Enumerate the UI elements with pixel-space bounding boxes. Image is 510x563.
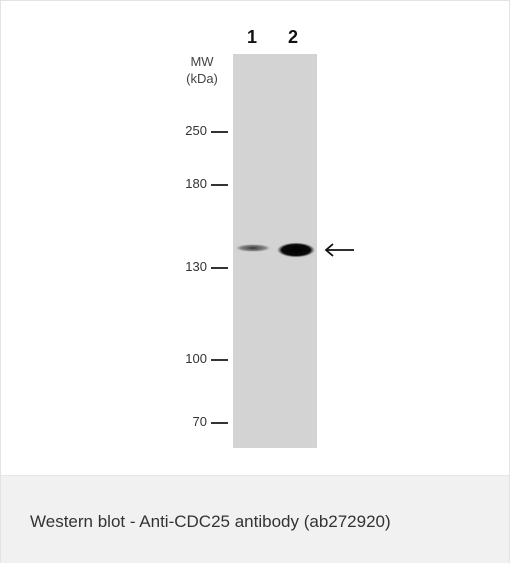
marker-tick xyxy=(211,131,228,133)
band-lane-1 xyxy=(235,244,271,252)
mw-title-line1: MW xyxy=(190,54,214,69)
marker-100: 100 xyxy=(161,351,231,367)
marker-tick xyxy=(211,267,228,269)
marker-tick xyxy=(211,359,228,361)
marker-label: 100 xyxy=(185,351,207,366)
lane-label-2: 2 xyxy=(288,27,299,47)
marker-tick xyxy=(211,184,228,186)
marker-130: 130 xyxy=(161,259,231,275)
marker-label: 70 xyxy=(192,414,207,429)
caption-area: Western blot - Anti-CDC25 antibody (ab27… xyxy=(1,475,509,563)
marker-label: 250 xyxy=(185,123,207,138)
marker-180: 180 xyxy=(161,176,231,192)
western-blot-figure[interactable]: MW (kDa) 1 2 250 180 130 100 70 xyxy=(1,1,509,474)
gel-bands xyxy=(235,242,315,258)
figure-caption: Western blot - Anti-CDC25 antibody (ab27… xyxy=(30,512,391,531)
lane-label-1: 1 xyxy=(247,27,258,47)
arrow-left-icon xyxy=(324,243,354,257)
band-lane-2 xyxy=(277,242,315,258)
mw-axis-title: MW (kDa) xyxy=(179,53,225,87)
marker-70: 70 xyxy=(161,414,231,430)
marker-tick xyxy=(211,422,228,424)
marker-250: 250 xyxy=(161,123,231,139)
mw-title-line2: (kDa) xyxy=(186,71,218,86)
marker-label: 180 xyxy=(185,176,207,191)
marker-label: 130 xyxy=(185,259,207,274)
gel-membrane xyxy=(233,54,317,448)
